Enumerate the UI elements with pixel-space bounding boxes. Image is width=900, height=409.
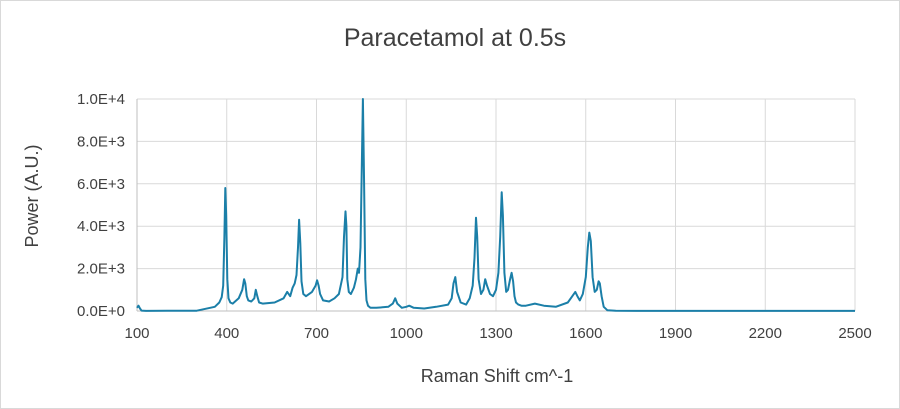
y-tick-label: 6.0E+3 bbox=[77, 176, 125, 193]
y-tick-label: 8.0E+3 bbox=[77, 133, 125, 150]
x-tick-label: 1000 bbox=[390, 325, 423, 342]
x-tick-label: 1900 bbox=[659, 325, 692, 342]
y-tick-label: 2.0E+3 bbox=[77, 261, 125, 278]
x-tick-label: 1300 bbox=[479, 325, 512, 342]
y-tick-label: 4.0E+3 bbox=[77, 218, 125, 235]
x-tick-label: 1600 bbox=[569, 325, 602, 342]
spectrum-line bbox=[136, 98, 855, 312]
x-tick-label: 100 bbox=[124, 325, 149, 342]
x-tick-labels: 100 400 700 1000 1300 1600 1900 2200 2500 bbox=[124, 325, 871, 342]
x-axis-label: Raman Shift cm^-1 bbox=[421, 366, 574, 386]
chart-title: Paracetamol at 0.5s bbox=[344, 24, 566, 52]
y-axis-label: Power (A.U.) bbox=[22, 144, 42, 247]
x-tick-label: 2500 bbox=[838, 325, 871, 342]
y-tick-labels: 0.0E+0 2.0E+3 4.0E+3 6.0E+3 8.0E+3 1.0E+4 bbox=[77, 91, 125, 320]
x-tick-label: 2200 bbox=[749, 325, 782, 342]
y-tick-label: 0.0E+0 bbox=[77, 303, 125, 320]
x-tick-label: 700 bbox=[304, 325, 329, 342]
y-tick-label: 1.0E+4 bbox=[77, 91, 125, 108]
x-tick-label: 400 bbox=[214, 325, 239, 342]
series-group bbox=[136, 98, 855, 312]
